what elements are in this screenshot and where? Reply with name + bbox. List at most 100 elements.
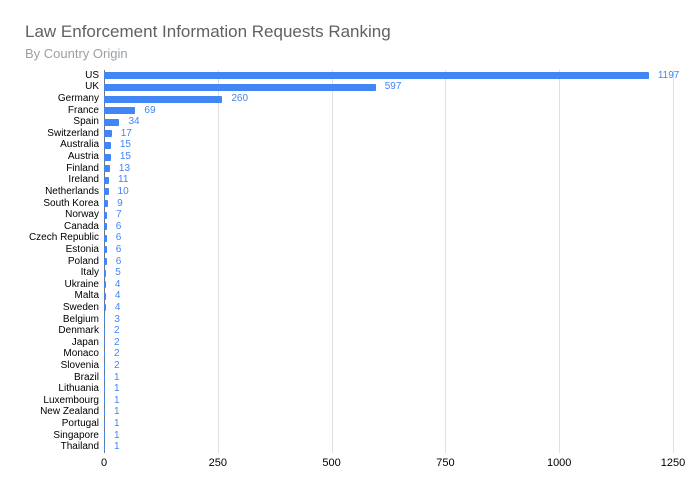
gridline <box>445 70 447 453</box>
x-axis: 0 250 500 750 1000 1250 <box>0 457 700 471</box>
value-label: 4 <box>114 301 121 313</box>
value-label: 15 <box>119 139 131 151</box>
category-label: Lithuania <box>58 383 99 395</box>
bar-wrap: 69 <box>104 105 700 117</box>
value-label: 69 <box>144 104 156 116</box>
bar <box>104 350 105 358</box>
bar-row: Czech Republic 6 <box>0 233 700 245</box>
value-label: 6 <box>115 220 122 232</box>
value-label: 4 <box>114 278 121 290</box>
bar-row: Portugal 1 <box>0 418 700 430</box>
bar-wrap: 17 <box>104 128 700 140</box>
x-axis-tick-label: 0 <box>100 457 108 469</box>
bar-rows: US 1197 UK 597 Germany 260 France 69 Spain 34 Swit… <box>0 70 700 453</box>
value-label: 2 <box>114 336 120 348</box>
chart-subtitle: By Country Origin <box>25 46 128 61</box>
x-axis-tick-label: 750 <box>436 457 455 469</box>
category-label: Norway <box>65 209 99 221</box>
bar <box>104 269 107 277</box>
category-label: New Zealand <box>40 406 99 418</box>
category-label: Thailand <box>60 441 99 453</box>
bar <box>104 420 105 428</box>
bar-row: France 69 <box>0 105 700 117</box>
category-label: Poland <box>67 255 99 267</box>
gridline <box>217 70 219 453</box>
bar <box>104 200 109 207</box>
value-label: 1 <box>114 394 120 406</box>
category-label: Netherlands <box>45 185 99 197</box>
category-label: South Korea <box>43 197 99 209</box>
bar-row: Brazil 1 <box>0 372 700 384</box>
bar-wrap: 13 <box>104 163 700 175</box>
bar-row: Australia 15 <box>0 140 700 152</box>
bar-row: Ukraine 4 <box>0 279 700 291</box>
value-label: 1 <box>114 383 120 395</box>
category-label: Australia <box>60 139 99 151</box>
value-label: 7 <box>116 209 122 221</box>
bar-wrap: 1 <box>104 407 700 419</box>
bar <box>104 281 106 289</box>
value-label: 6 <box>115 243 122 255</box>
value-label: 3 <box>114 313 120 325</box>
value-label: 1197 <box>657 69 680 81</box>
bar <box>104 83 376 91</box>
bar-wrap: 3 <box>104 314 700 326</box>
bar-wrap: 6 <box>104 233 700 245</box>
bar-wrap: 7 <box>104 209 700 221</box>
value-label: 1 <box>114 441 120 453</box>
bar-wrap: 1 <box>104 395 700 407</box>
value-label: 2 <box>114 348 120 360</box>
bar-wrap: 10 <box>104 186 700 198</box>
category-label: Switzerland <box>47 127 99 139</box>
category-label: Ireland <box>68 174 99 186</box>
bar <box>104 316 106 324</box>
gridline <box>559 70 561 453</box>
x-axis-tick-label: 500 <box>322 457 341 469</box>
bar-wrap: 2 <box>104 337 700 349</box>
bar-row: Sweden 4 <box>0 302 700 314</box>
bar <box>104 246 107 254</box>
value-label: 13 <box>118 162 131 174</box>
category-label: Brazil <box>73 371 99 383</box>
value-label: 11 <box>118 174 129 186</box>
bar <box>104 188 109 196</box>
bar-row: Slovenia 2 <box>0 360 700 372</box>
category-label: Austria <box>67 151 99 163</box>
category-label: UK <box>85 81 99 93</box>
category-label: Canada <box>63 220 99 232</box>
bar-wrap: 1197 <box>104 70 700 82</box>
bar-row: Switzerland 17 <box>0 128 700 140</box>
bar <box>104 211 108 219</box>
bar-row: Spain 34 <box>0 116 700 128</box>
bar-row: US 1197 <box>0 70 700 82</box>
category-label: Portugal <box>61 418 99 430</box>
bar <box>104 408 105 416</box>
category-label: Japan <box>71 336 99 348</box>
bar <box>104 339 105 347</box>
bar <box>104 327 105 335</box>
bar-row: Germany 260 <box>0 93 700 105</box>
value-label: 15 <box>119 151 131 163</box>
bar-wrap: 2 <box>104 360 700 372</box>
bar-wrap: 6 <box>104 244 700 256</box>
category-label: France <box>67 104 99 116</box>
bar-row: Lithuania 1 <box>0 383 700 395</box>
bar-wrap: 4 <box>104 302 700 314</box>
value-label: 260 <box>231 93 249 105</box>
category-label: Slovenia <box>60 360 99 372</box>
gridline <box>673 70 674 453</box>
bar <box>104 141 111 149</box>
bar-row: Singapore 1 <box>0 430 700 442</box>
bar-wrap: 2 <box>104 349 700 361</box>
category-label: Finland <box>66 162 99 174</box>
bar-wrap: 1 <box>104 442 700 454</box>
bar-wrap: 1 <box>104 430 700 442</box>
value-label: 4 <box>114 290 121 302</box>
category-label: Belgium <box>62 313 99 325</box>
bar-wrap: 260 <box>104 93 700 105</box>
value-label: 6 <box>115 255 122 267</box>
value-label: 597 <box>384 81 402 93</box>
bar <box>104 258 107 266</box>
bar-row: Japan 2 <box>0 337 700 349</box>
